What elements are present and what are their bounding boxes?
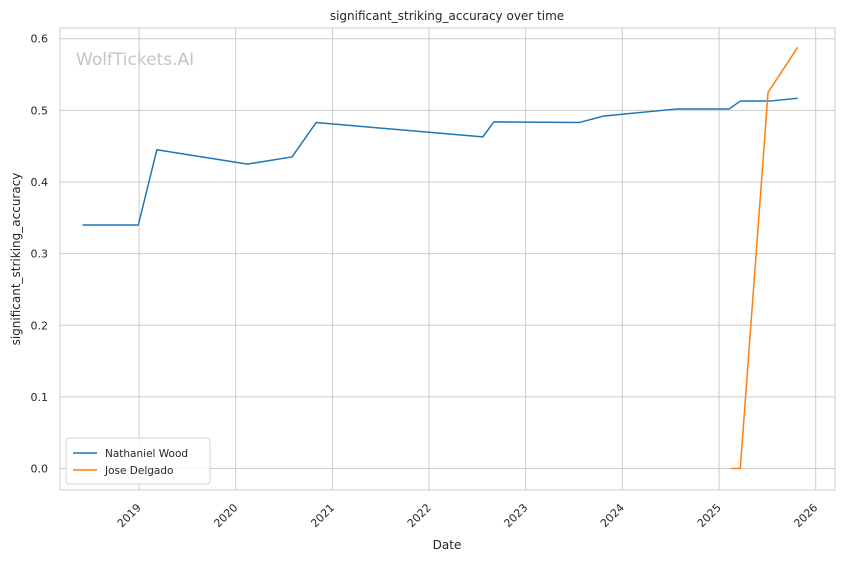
series-line-1 — [731, 46, 799, 470]
legend-box — [65, 437, 211, 485]
y-tick-label: 0.6 — [31, 33, 49, 46]
legend-label-1: Jose Delgado — [104, 465, 173, 477]
series-line-0 — [82, 97, 798, 226]
plot-area — [59, 27, 836, 491]
x-tick-label: 2021 — [308, 501, 337, 530]
y-tick-label: 0.5 — [31, 104, 49, 117]
x-tick-label: 2023 — [501, 501, 530, 530]
chart-title: significant_striking_accuracy over time — [330, 9, 564, 23]
y-axis-label: significant_striking_accuracy — [9, 173, 23, 346]
x-tick-label: 2020 — [211, 501, 240, 530]
series-lines — [82, 46, 799, 470]
legend-label-0: Nathaniel Wood — [105, 448, 188, 460]
y-tick-label: 0.4 — [31, 176, 49, 189]
y-axis-ticks: 0.0 0.1 0.2 0.3 0.4 0.5 0.6 — [31, 33, 49, 476]
x-tick-label: 2019 — [115, 501, 144, 530]
y-tick-label: 0.3 — [31, 248, 49, 261]
x-tick-label: 2026 — [791, 501, 820, 530]
x-tick-label: 2024 — [598, 501, 627, 530]
legend: Nathaniel Wood Jose Delgado — [65, 437, 211, 485]
y-tick-label: 0.1 — [31, 391, 49, 404]
y-tick-label: 0.2 — [31, 319, 49, 332]
x-axis-ticks: 2019 2020 2021 2022 2023 2024 2025 2026 — [115, 501, 821, 530]
y-tick-label: 0.0 — [31, 463, 49, 476]
x-tick-label: 2025 — [695, 501, 724, 530]
x-tick-label: 2022 — [405, 501, 434, 530]
watermark: WolfTickets.AI — [76, 50, 194, 70]
x-axis-label: Date — [433, 538, 462, 552]
